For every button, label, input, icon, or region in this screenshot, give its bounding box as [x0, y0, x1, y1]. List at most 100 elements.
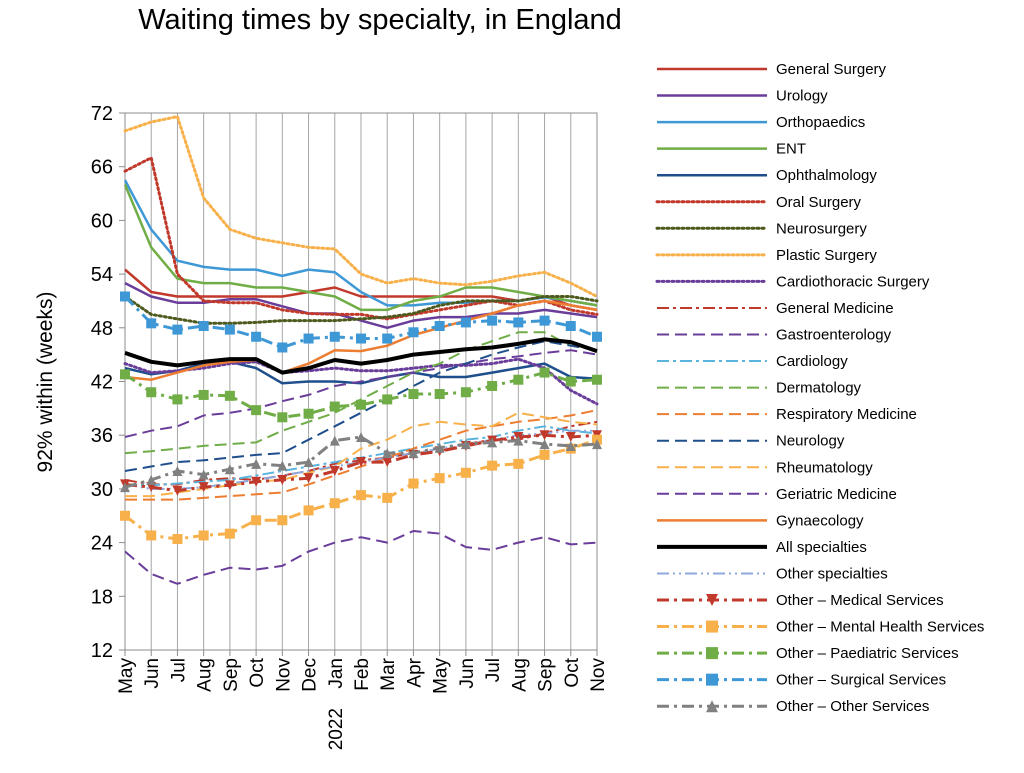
data-point [172, 466, 183, 476]
data-point [172, 324, 183, 335]
legend-label: Gastroenterology [776, 327, 892, 344]
data-point [198, 321, 209, 332]
data-point [434, 442, 445, 453]
data-point [224, 464, 235, 475]
data-point [592, 331, 602, 342]
x-tick-label: Dec [300, 658, 321, 692]
data-point [460, 387, 471, 398]
series-8 [123, 357, 599, 406]
series-line [124, 299, 598, 381]
legend-label: Geriatric Medicine [776, 486, 897, 503]
data-point [539, 315, 550, 326]
data-point [303, 408, 314, 419]
data-point [146, 474, 157, 485]
x-tick-label: Jul [168, 658, 189, 682]
legend-label: Other – Mental Health Services [776, 619, 984, 636]
series-10 [124, 349, 598, 438]
series-17 [124, 299, 598, 381]
legend-label: Plastic Surgery [776, 247, 877, 264]
legend-item: All specialties [657, 539, 867, 556]
y-tick-label: 72 [91, 103, 113, 125]
legend-label: ENT [776, 141, 806, 158]
data-point [706, 673, 718, 686]
legend-label: Respiratory Medicine [776, 406, 917, 423]
legend-item: Gastroenterology [657, 327, 892, 344]
y-tick-label: 12 [91, 640, 113, 662]
data-point [539, 439, 550, 450]
x-tick-label: Aug [509, 658, 530, 692]
data-point [172, 394, 183, 405]
series-12 [124, 331, 598, 455]
data-point [329, 331, 340, 342]
series-line [123, 357, 599, 406]
data-point [565, 440, 576, 451]
y-tick-label: 24 [91, 533, 113, 555]
series-7 [123, 115, 599, 298]
series-lines [120, 115, 602, 585]
data-point [329, 466, 340, 476]
data-point [356, 457, 366, 468]
data-point [706, 700, 718, 713]
data-point [539, 430, 550, 441]
x-tick-label: May [431, 658, 452, 694]
y-tick-label: 48 [91, 318, 113, 340]
x-tick-label: Jun [457, 658, 478, 689]
series-3 [123, 184, 598, 312]
data-point [513, 435, 524, 446]
data-point [565, 376, 576, 387]
data-point [277, 342, 288, 353]
legend-label: Cardiology [776, 353, 848, 370]
data-point [329, 401, 340, 412]
data-point [277, 515, 288, 526]
x-tick-label: Nov [273, 658, 294, 692]
data-point [198, 389, 209, 400]
y-tick-label: 30 [91, 479, 113, 501]
data-point [382, 394, 393, 405]
legend-item: Orthopaedics [657, 114, 865, 131]
legend-label: Cardiothoracic Surgery [776, 273, 930, 290]
series-23 [120, 291, 602, 353]
legend-item: Oral Surgery [655, 194, 862, 211]
data-point [434, 321, 445, 332]
legend-label: Dermatology [776, 380, 862, 397]
y-tick-label: 36 [91, 425, 113, 447]
legend-label: General Surgery [776, 61, 887, 78]
y-tick-label: 18 [91, 586, 113, 608]
y-tick-label: 54 [91, 264, 113, 286]
legend-item: General Surgery [657, 61, 887, 78]
y-tick-label: 60 [91, 210, 113, 232]
y-tick-label: 66 [91, 157, 113, 179]
data-point [303, 505, 314, 516]
x-tick-label: Aug [195, 658, 216, 692]
data-point [565, 321, 576, 332]
legend-label: Oral Surgery [776, 194, 862, 211]
data-point [224, 390, 235, 401]
chart-title: Waiting times by specialty, in England [138, 4, 622, 36]
data-point [224, 528, 235, 539]
legend-item: General Medicine [657, 300, 894, 317]
data-point [706, 620, 718, 633]
data-point [329, 435, 340, 446]
data-point [120, 291, 130, 302]
data-point [146, 387, 157, 398]
data-point [277, 474, 288, 485]
legend-item: Ophthalmology [657, 167, 877, 184]
data-point [120, 510, 130, 521]
legend-item: Other – Paediatric Services [657, 645, 959, 662]
series-line [124, 337, 598, 375]
y-tick-label: 42 [91, 372, 113, 394]
legend: General Surgery Urology Orthopaedics ENT Oph… [655, 61, 984, 715]
data-point [251, 331, 262, 342]
legend-item: Cardiology [657, 353, 848, 370]
data-point [434, 389, 445, 400]
data-point [329, 498, 340, 509]
data-point [487, 437, 498, 448]
legend-item: Other specialties [657, 565, 888, 582]
data-point [146, 318, 157, 329]
legend-item: Other – Other Services [657, 698, 929, 715]
data-point [539, 367, 550, 378]
data-point [146, 530, 157, 541]
x-tick-label: Jul [483, 658, 504, 682]
legend-item: Neurosurgery [655, 220, 867, 237]
data-point [251, 458, 262, 469]
